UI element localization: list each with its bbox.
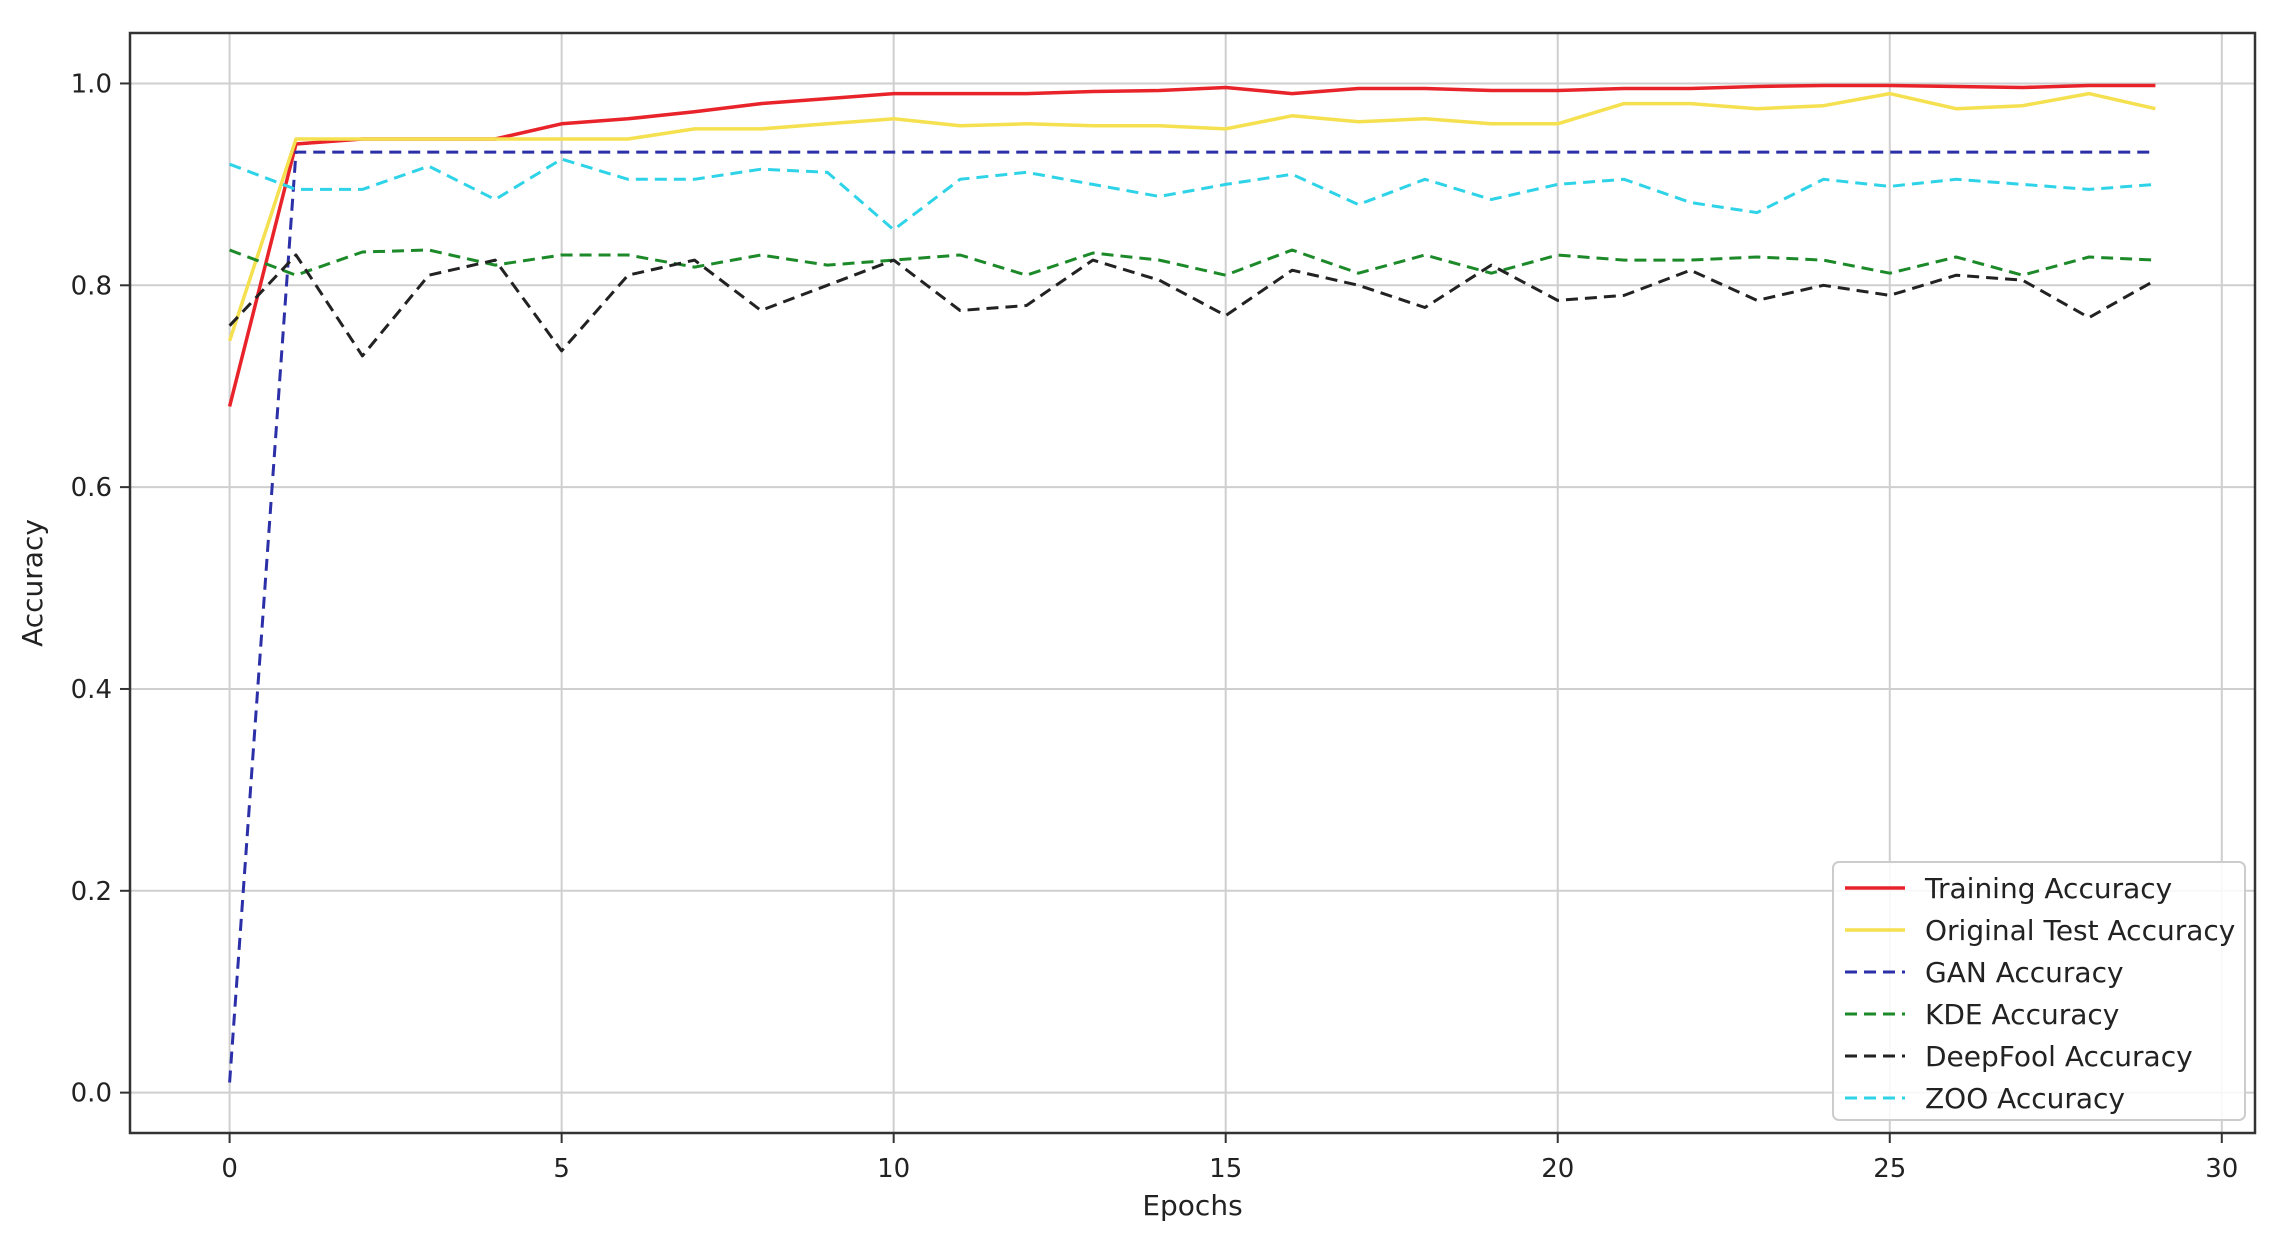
series-layer xyxy=(227,83,2157,1083)
series-line-training-accuracy xyxy=(227,83,2156,407)
legend-label: KDE Accuracy xyxy=(1925,998,2119,1031)
legend-box xyxy=(1832,861,2246,1121)
y-axis-label: Accuracy xyxy=(16,519,49,647)
series-line-original-test-accuracy xyxy=(227,91,2156,342)
y-tick-label: 0.0 xyxy=(71,1079,112,1109)
y-tick-label: 0.2 xyxy=(71,877,112,907)
ticks-layer: 0 5 10 15 20 25 30 0.0 0.2 0.4 0.6 0.8 1.0 xyxy=(71,69,2239,1184)
series-line-kde-accuracy xyxy=(229,248,2156,277)
legend: Training Accuracy Original Test Accuracy G… xyxy=(1832,861,2246,1121)
x-tick-label: 30 xyxy=(2205,1154,2238,1184)
x-axis-label: Epochs xyxy=(1142,1189,1242,1222)
x-tick-label: 25 xyxy=(1873,1154,1906,1184)
grid-layer xyxy=(130,33,2255,1133)
legend-label: DeepFool Accuracy xyxy=(1925,1040,2193,1073)
legend-label: GAN Accuracy xyxy=(1925,956,2124,989)
y-tick-label: 0.6 xyxy=(71,473,112,503)
y-tick-label: 0.8 xyxy=(71,271,112,301)
legend-item: DeepFool Accuracy xyxy=(1845,1040,2193,1073)
x-tick-label: 0 xyxy=(221,1154,238,1184)
x-tick-label: 5 xyxy=(553,1154,570,1184)
series-line-zoo-accuracy xyxy=(229,157,2156,232)
plot-frame xyxy=(128,31,2257,1135)
x-tick-label: 20 xyxy=(1541,1154,1574,1184)
x-tick-label: 10 xyxy=(877,1154,910,1184)
series-line-gan-accuracy xyxy=(228,150,2156,1083)
y-tick-label: 1.0 xyxy=(71,69,112,99)
legend-item: GAN Accuracy xyxy=(1845,956,2124,989)
legend-label: Original Test Accuracy xyxy=(1925,914,2235,947)
series-line-deepfool-accuracy xyxy=(228,253,2157,358)
legend-item: Training Accuracy xyxy=(1845,872,2172,905)
legend-item: Original Test Accuracy xyxy=(1845,914,2235,947)
y-tick-label: 0.4 xyxy=(71,675,112,705)
legend-items: Training Accuracy Original Test Accuracy G… xyxy=(1845,872,2235,1115)
legend-item: KDE Accuracy xyxy=(1845,998,2119,1031)
legend-label: ZOO Accuracy xyxy=(1925,1082,2125,1115)
legend-label: Training Accuracy xyxy=(1924,872,2172,905)
legend-item: ZOO Accuracy xyxy=(1845,1082,2125,1115)
x-tick-label: 15 xyxy=(1209,1154,1242,1184)
